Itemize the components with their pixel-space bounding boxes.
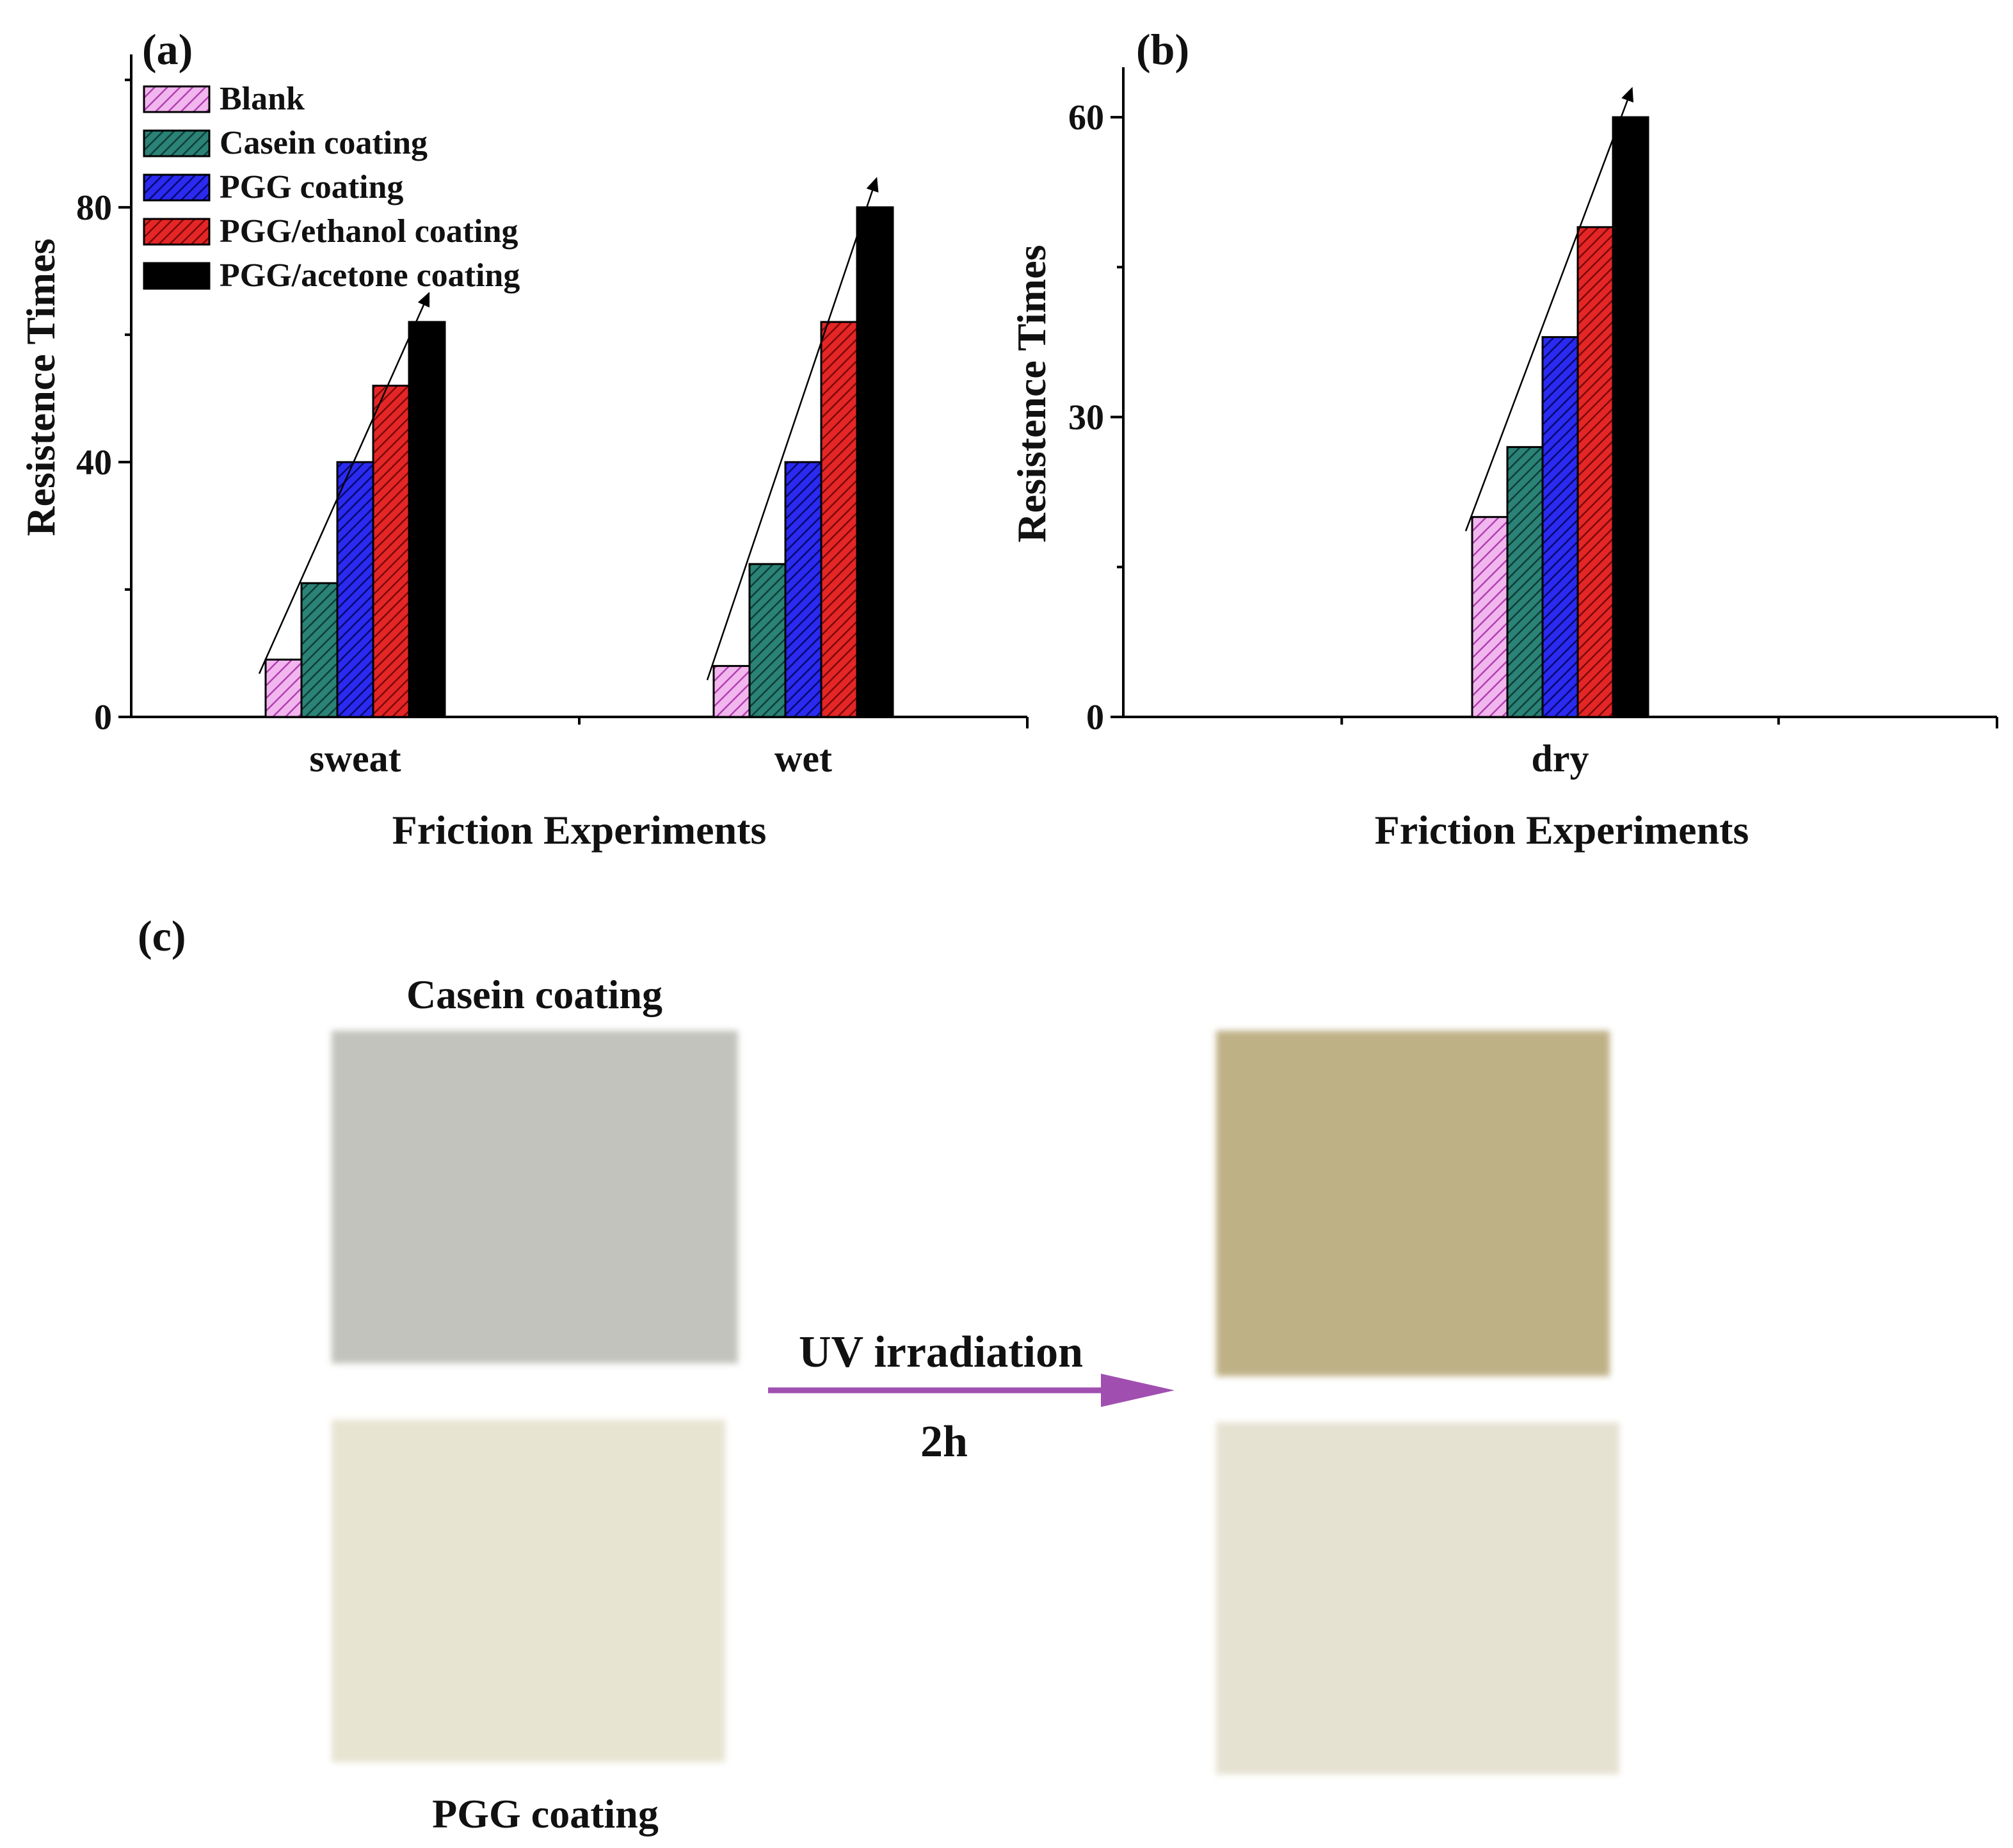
legend-swatch-blank [143, 85, 211, 113]
trend-arrow-sweat [258, 291, 430, 674]
plot-area-b: 0 30 60 dry [1068, 67, 1998, 780]
x-tick-label-wet: wet [774, 737, 832, 780]
y-tick-label: 30 [1068, 398, 1104, 438]
chart-panel-a: (a) 0 40 80 sweat wet Blank Casein coating PGG… [18, 25, 1029, 853]
panel-a-letter: (a) [142, 25, 193, 74]
legend-label-casein-coating: Casein coating [220, 125, 428, 161]
trend-arrow-dry [1464, 86, 1633, 532]
x-axis-title-a: Friction Experiments [392, 807, 767, 853]
y-tick-label: 0 [1086, 698, 1104, 737]
legend-swatch-casein-coating [143, 129, 211, 157]
y-axis-title-b: Resistence Times [1009, 245, 1054, 542]
y-tick-label: 0 [94, 698, 112, 737]
duration-label: 2h [920, 1417, 968, 1466]
photo-panel-c: (c) Casein coating PGG coating UV irradi… [138, 912, 1619, 1836]
casein-before-photo [332, 1031, 738, 1363]
plot-area-a: 0 40 80 sweat wet [76, 54, 1029, 780]
bar-casein-coating-sweat [300, 582, 339, 718]
bar-pgg-coating-dry [1541, 336, 1579, 718]
casein-coating-label: Casein coating [406, 972, 662, 1017]
panel-b-letter: (b) [1136, 25, 1189, 74]
chart-panel-b: (b) 0 30 60 dry Friction Experiments Resist… [1009, 25, 1998, 853]
pgg-before-photo [332, 1420, 725, 1762]
x-tick-label-sweat: sweat [309, 737, 401, 780]
legend-swatch-pgg-coating [143, 173, 211, 202]
bar-casein-coating-dry [1506, 446, 1544, 718]
legend-label-pgg-ethanol-coating: PGG/ethanol coating [220, 213, 518, 250]
y-tick-label: 40 [76, 443, 112, 483]
bar-blank-wet [712, 664, 751, 718]
y-tick-label: 80 [76, 188, 112, 228]
legend-label-pgg-coating: PGG coating [220, 169, 403, 205]
panel-c-letter: (c) [138, 912, 186, 960]
bar-pgg-ethanol-coating-wet [820, 321, 858, 718]
bar-pgg-coating-wet [784, 461, 822, 718]
uv-arrow-icon [768, 1374, 1175, 1407]
bar-pgg-acetone-coating-dry [1612, 116, 1649, 718]
legend-swatch-pgg-acetone-coating [143, 262, 211, 290]
bar-pgg-acetone-coating-wet [856, 206, 894, 718]
casein-after-photo [1216, 1031, 1610, 1376]
x-axis-title-b: Friction Experiments [1375, 807, 1749, 853]
bar-pgg-coating-sweat [336, 461, 374, 718]
bar-blank-sweat [264, 658, 303, 718]
uv-irradiation-label: UV irradiation [799, 1328, 1083, 1377]
y-axis-title-a: Resistence Times [18, 238, 63, 536]
bar-blank-dry [1471, 516, 1509, 718]
y-tick-label: 60 [1068, 98, 1104, 138]
legend-label-pgg-acetone-coating: PGG/acetone coating [220, 257, 520, 294]
legend-label-blank: Blank [220, 81, 305, 117]
bar-pgg-ethanol-coating-sweat [372, 385, 410, 718]
bar-pgg-ethanol-coating-dry [1576, 226, 1614, 718]
bar-pgg-acetone-coating-sweat [408, 321, 446, 718]
trend-arrow-wet [706, 177, 879, 680]
legend-swatch-pgg-ethanol-coating [143, 218, 211, 246]
pgg-coating-label: PGG coating [432, 1791, 659, 1836]
x-tick-label-dry: dry [1532, 737, 1589, 780]
legend: Blank Casein coating PGG coating PGG/ethano… [143, 81, 520, 294]
bar-casein-coating-wet [748, 563, 787, 718]
pgg-after-photo [1216, 1422, 1619, 1774]
